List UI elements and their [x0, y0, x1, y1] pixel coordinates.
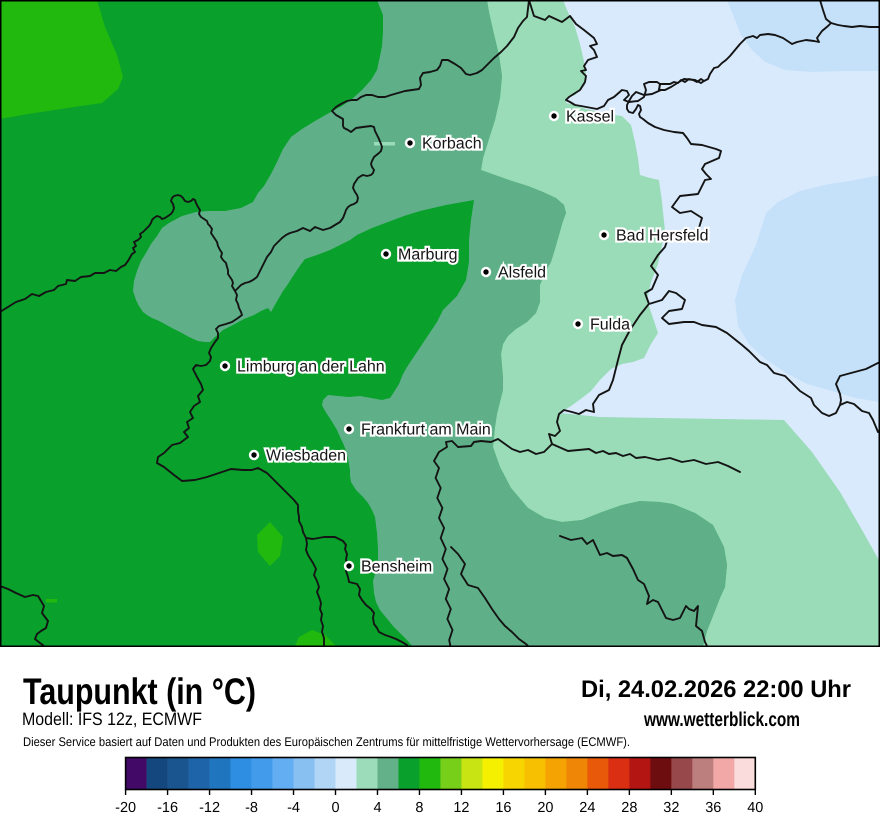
svg-text:-8: -8 — [245, 800, 258, 816]
svg-text:20: 20 — [537, 800, 553, 816]
svg-text:40: 40 — [747, 800, 763, 816]
svg-text:16: 16 — [495, 800, 511, 816]
svg-text:www.wetterblick.com: www.wetterblick.com — [643, 709, 800, 731]
svg-text:Marburg: Marburg — [398, 247, 458, 264]
svg-text:Kassel: Kassel — [566, 109, 614, 126]
svg-text:Korbach: Korbach — [422, 136, 482, 153]
svg-text:12: 12 — [453, 800, 469, 816]
svg-text:-16: -16 — [157, 800, 178, 816]
svg-text:24: 24 — [579, 800, 595, 816]
svg-text:Wiesbaden: Wiesbaden — [266, 448, 346, 465]
svg-text:Fulda: Fulda — [590, 317, 630, 334]
svg-text:Frankfurt am Main: Frankfurt am Main — [361, 422, 491, 439]
svg-text:4: 4 — [373, 800, 381, 816]
svg-text:8: 8 — [415, 800, 423, 816]
svg-text:-12: -12 — [199, 800, 220, 816]
svg-text:-4: -4 — [287, 800, 300, 816]
svg-text:0: 0 — [331, 800, 339, 816]
svg-text:Dieser Service basiert auf Dat: Dieser Service basiert auf Daten und Pro… — [23, 735, 630, 749]
svg-text:-20: -20 — [115, 800, 136, 816]
svg-text:Bad Hersfeld: Bad Hersfeld — [616, 228, 709, 245]
svg-text:36: 36 — [705, 800, 721, 816]
svg-text:Di, 24.02.2026 22:00 Uhr: Di, 24.02.2026 22:00 Uhr — [581, 676, 851, 703]
svg-text:28: 28 — [621, 800, 637, 816]
svg-text:Bensheim: Bensheim — [361, 559, 432, 576]
svg-text:Limburg an der Lahn: Limburg an der Lahn — [237, 359, 385, 376]
svg-text:Modell: IFS 12z, ECMWF: Modell: IFS 12z, ECMWF — [22, 709, 202, 729]
svg-text:Taupunkt (in °C): Taupunkt (in °C) — [23, 671, 256, 712]
svg-text:Alsfeld: Alsfeld — [498, 265, 546, 282]
svg-text:32: 32 — [663, 800, 679, 816]
